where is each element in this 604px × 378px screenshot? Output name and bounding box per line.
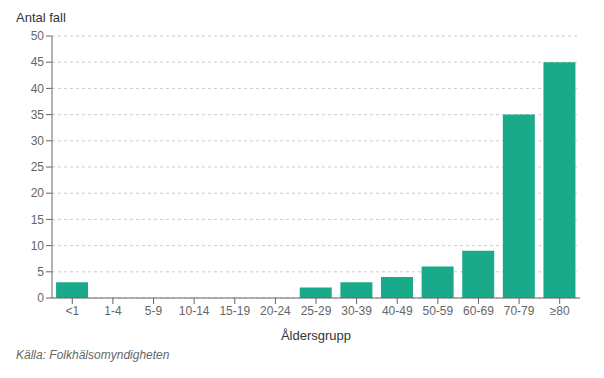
- svg-text:0: 0: [37, 291, 44, 305]
- svg-text:10-14: 10-14: [179, 304, 210, 318]
- svg-text:30: 30: [31, 134, 45, 148]
- svg-text:30-39: 30-39: [341, 304, 372, 318]
- svg-text:60-69: 60-69: [463, 304, 494, 318]
- svg-text:10: 10: [31, 239, 45, 253]
- svg-text:5: 5: [37, 265, 44, 279]
- svg-text:70-79: 70-79: [504, 304, 535, 318]
- svg-text:25: 25: [31, 160, 45, 174]
- svg-text:Åldersgrupp: Åldersgrupp: [281, 328, 351, 343]
- svg-text:<1: <1: [65, 304, 79, 318]
- svg-text:50: 50: [31, 29, 45, 43]
- svg-text:1-4: 1-4: [104, 304, 122, 318]
- svg-text:25-29: 25-29: [301, 304, 332, 318]
- svg-text:35: 35: [31, 108, 45, 122]
- html-text:Antal fall: Antal fall: [16, 10, 66, 25]
- svg-text:20: 20: [31, 186, 45, 200]
- svg-text:15: 15: [31, 213, 45, 227]
- svg-text:5-9: 5-9: [145, 304, 163, 318]
- svg-text:50-59: 50-59: [422, 304, 453, 318]
- html-text:Källa: Folkhälsomyndigheten: Källa: Folkhälsomyndigheten: [16, 348, 170, 362]
- svg-text:45: 45: [31, 55, 45, 69]
- svg-text:40-49: 40-49: [382, 304, 413, 318]
- svg-text:20-24: 20-24: [260, 304, 291, 318]
- svg-text:≥80: ≥80: [550, 304, 570, 318]
- svg-text:15-19: 15-19: [219, 304, 250, 318]
- svg-text:40: 40: [31, 82, 45, 96]
